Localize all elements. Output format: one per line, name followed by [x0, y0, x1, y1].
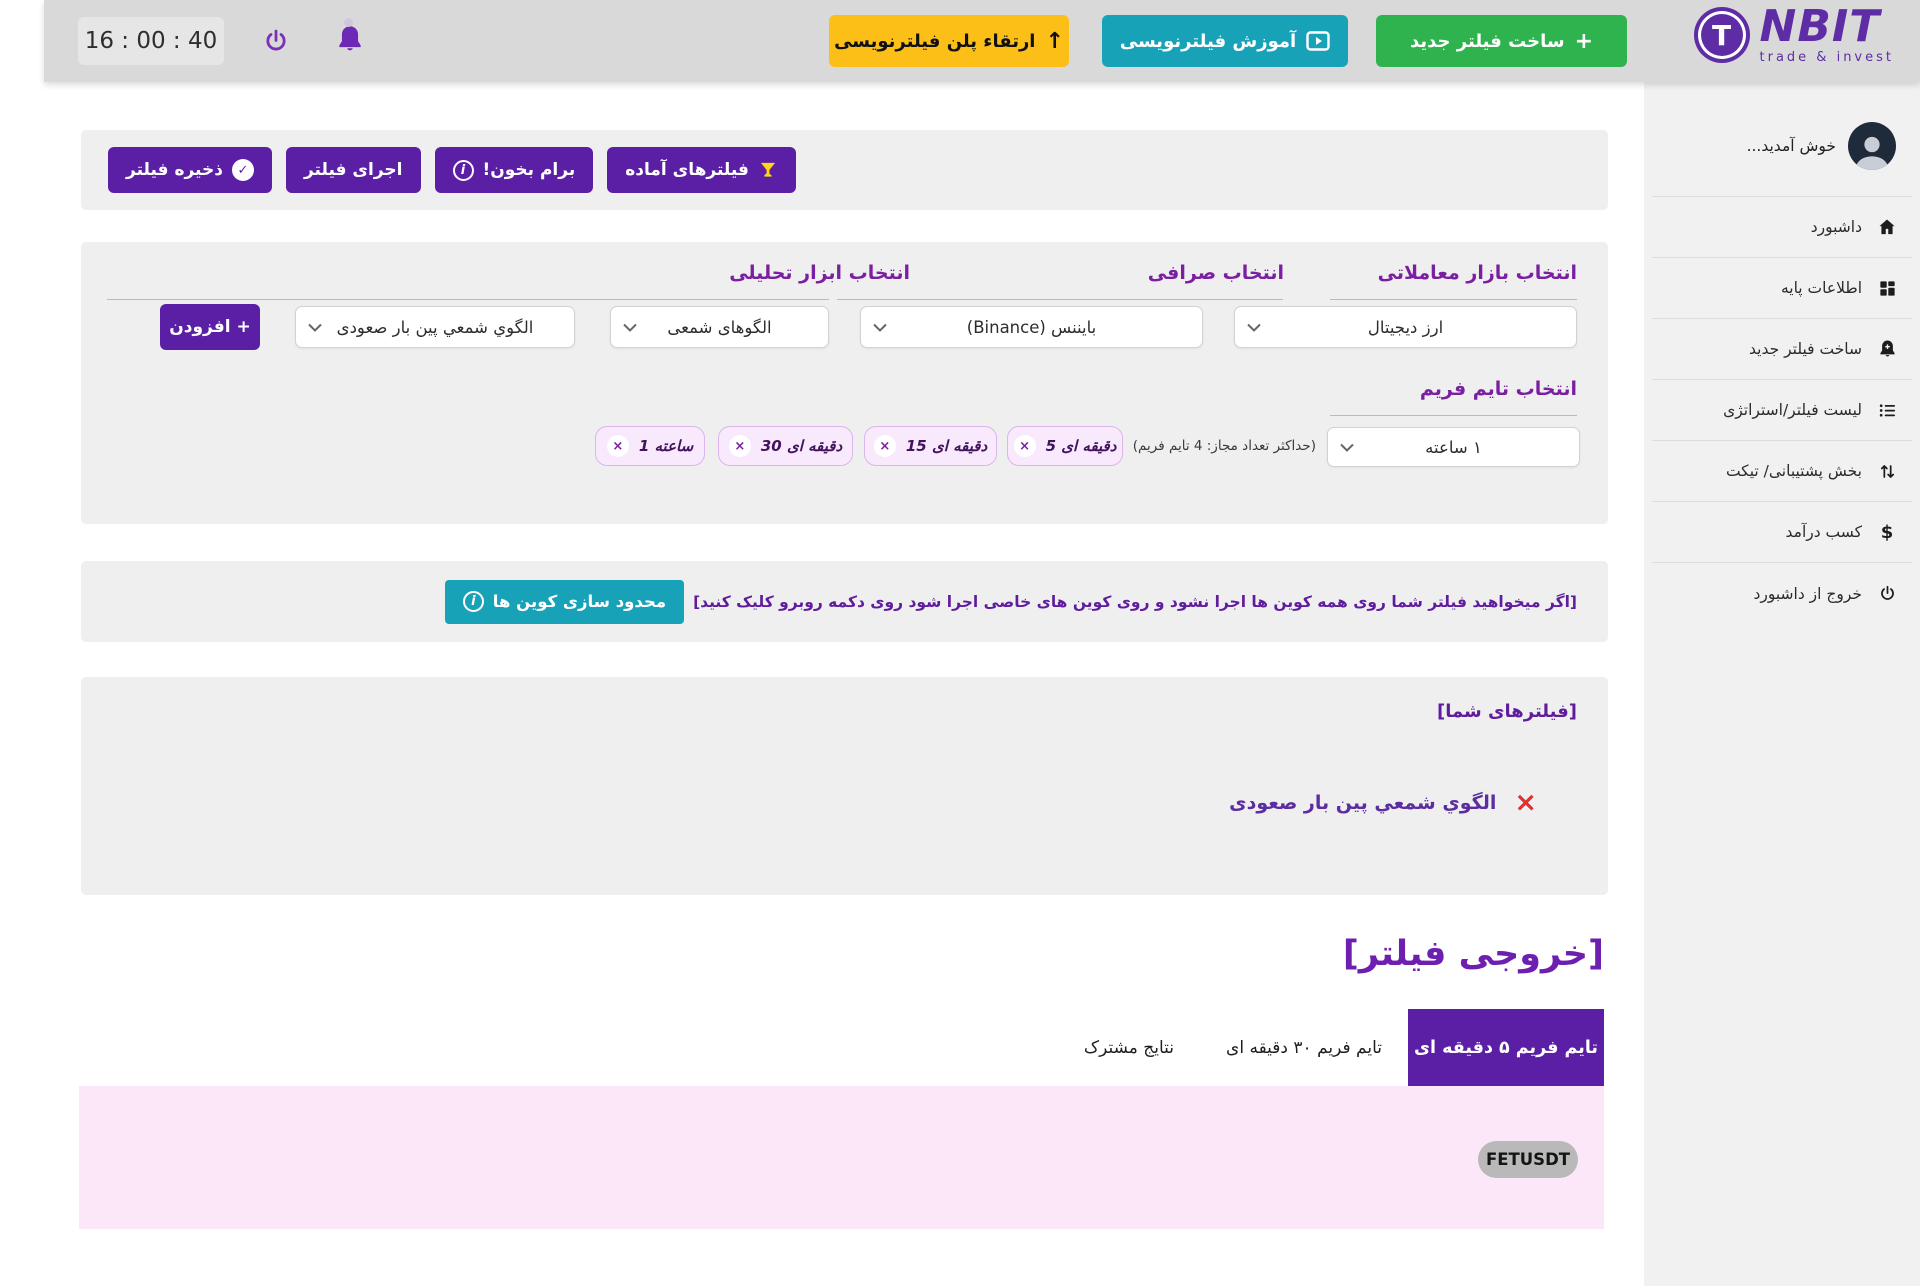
- dollar-icon: $: [1880, 521, 1894, 543]
- sidebar: خوش آمدید... داشبورد اطلاعات پایه ساخت ف…: [1644, 82, 1920, 1286]
- your-filters-header: [فیلترهای شما]: [1436, 701, 1577, 722]
- power-icon[interactable]: [262, 26, 290, 60]
- training-label: آموزش فیلترنویسی: [1119, 30, 1297, 52]
- main-content: فیلترهای آماده برام بخون! i اجرای فیلتر …: [0, 82, 1644, 1286]
- video-icon: [1306, 31, 1330, 51]
- timeframe-header: انتخاب تایم فریم: [1419, 378, 1577, 400]
- remove-filter-icon[interactable]: ×: [1514, 787, 1537, 818]
- chevron-down-icon: [1340, 443, 1354, 452]
- exchange-select[interactable]: بایننس (Binance): [860, 306, 1203, 348]
- result-symbol-badge[interactable]: FETUSDT: [1478, 1141, 1578, 1178]
- check-circle-icon: ✓: [231, 159, 254, 181]
- chevron-down-icon: [308, 323, 322, 332]
- logo-tagline: trade & invest: [1759, 49, 1894, 65]
- logo[interactable]: T NBIT trade & invest: [1693, 1, 1894, 65]
- training-button[interactable]: آموزش فیلترنویسی: [1102, 15, 1348, 67]
- new-filter-button[interactable]: + ساخت فیلتر جدید: [1376, 15, 1627, 67]
- tool-header: انتخاب ابزار تحلیلی: [729, 262, 910, 284]
- logo-name: NBIT: [1759, 1, 1881, 52]
- output-tabs: تایم فریم ۵ دقیقه ای تایم فریم ۳۰ دقیقه …: [1058, 1009, 1604, 1086]
- remove-chip-icon[interactable]: ×: [606, 435, 629, 457]
- your-filters-card: [فیلترهای شما] × الگوي شمعي پین بار صعود…: [81, 677, 1608, 895]
- new-filter-label: ساخت فیلتر جدید: [1410, 30, 1565, 52]
- timeframe-chip: × 30 دقیقه ای: [718, 426, 853, 466]
- list-icon: [1876, 401, 1898, 420]
- timeframe-select[interactable]: ۱ ساعته: [1327, 427, 1580, 467]
- tool-underline: [107, 299, 829, 300]
- remove-chip-icon[interactable]: ×: [873, 435, 896, 457]
- sidebar-item-earn[interactable]: $ کسب درآمد: [1652, 502, 1912, 563]
- chevron-down-icon: [623, 323, 637, 332]
- upgrade-label: ارتقاء پلن فیلترنویسی: [834, 30, 1036, 52]
- timeframe-chip: × 1 ساعته: [595, 426, 705, 466]
- arrow-up-icon: ↑: [1045, 28, 1064, 54]
- avatar: [1848, 122, 1896, 170]
- timeframe-note: (حداکثر تعداد مجاز: 4 تایم فریم): [1132, 438, 1316, 454]
- output-title: [خروجی فیلتر]: [1342, 934, 1604, 974]
- exchange-header: انتخاب صرافی: [1147, 262, 1284, 284]
- filter-builder-card: انتخاب بازار معاملاتی انتخاب صرافی انتخا…: [81, 242, 1608, 524]
- bell-plus-icon: [1876, 339, 1898, 359]
- remove-chip-icon[interactable]: ×: [728, 435, 751, 457]
- run-filter-button[interactable]: اجرای فیلتر: [285, 147, 421, 193]
- tab-30min[interactable]: تایم فریم ۳۰ دقیقه ای: [1226, 1037, 1382, 1058]
- timeframe-chip: × 15 دقیقه ای: [864, 426, 997, 466]
- clock: 16 : 00 : 40: [78, 17, 224, 65]
- upgrade-plan-button[interactable]: ↑ ارتقاء پلن فیلترنویسی: [829, 15, 1069, 67]
- sidebar-item-dashboard[interactable]: داشبورد: [1652, 197, 1912, 258]
- timeframe-chip: × 5 دقیقه ای: [1007, 426, 1123, 466]
- ready-filters-button[interactable]: فیلترهای آماده: [607, 147, 796, 193]
- welcome-text: خوش آمدید...: [1746, 137, 1836, 155]
- chevron-down-icon: [873, 323, 887, 332]
- tab-mutual-results[interactable]: نتایج مشترک: [1083, 1037, 1175, 1058]
- info-icon: i: [452, 159, 474, 181]
- logo-t-icon: T: [1693, 7, 1750, 64]
- power-icon: [1876, 584, 1898, 603]
- timeframe-underline: [1330, 415, 1577, 416]
- sidebar-item-support[interactable]: بخش پشتیبانی/ تیکت: [1652, 441, 1912, 502]
- action-buttons-card: فیلترهای آماده برام بخون! i اجرای فیلتر …: [81, 130, 1608, 210]
- tab-5min[interactable]: تایم فریم ۵ دقیقه ای: [1408, 1009, 1604, 1086]
- save-filter-button[interactable]: ✓ ذخیره فیلتر: [108, 147, 272, 193]
- market-select[interactable]: ارز دیجیتال: [1234, 306, 1577, 348]
- coin-limit-card: [اگر میخواهید فیلتر شما روی همه کوین ها …: [81, 561, 1608, 642]
- filter-item: × الگوي شمعي پین بار صعودی: [1229, 789, 1537, 816]
- sidebar-menu: داشبورد اطلاعات پایه ساخت فیلتر جدید لیس…: [1644, 197, 1920, 624]
- grid-icon: [1876, 279, 1898, 298]
- info-icon: i: [462, 591, 484, 612]
- remove-chip-icon[interactable]: ×: [1013, 435, 1036, 457]
- limit-coins-button[interactable]: محدود سازی کوین ها i: [444, 579, 685, 624]
- read-for-me-button[interactable]: برام بخون! i: [434, 147, 594, 193]
- pattern-select[interactable]: الگوي شمعي پین بار صعودی: [295, 306, 575, 348]
- chevron-down-icon: [1247, 323, 1261, 332]
- notification-dot: [344, 18, 353, 27]
- topbar: T NBIT trade & invest + ساخت فیلتر جدید …: [44, 0, 1920, 82]
- exchange-underline: [837, 299, 1283, 300]
- user-row[interactable]: خوش آمدید...: [1652, 82, 1912, 197]
- sidebar-item-filter-list[interactable]: لیست فیلتر/استراتژی: [1652, 380, 1912, 441]
- swap-arrows-icon: [1876, 462, 1898, 481]
- market-header: انتخاب بازار معاملاتی: [1377, 262, 1577, 284]
- add-filter-button[interactable]: + افزودن: [160, 304, 260, 350]
- sidebar-item-new-filter[interactable]: ساخت فیلتر جدید: [1652, 319, 1912, 380]
- market-underline: [1330, 299, 1577, 300]
- tool-select[interactable]: الگوهای شمعی: [610, 306, 829, 348]
- plus-icon: +: [1574, 28, 1594, 54]
- coin-limit-note: [اگر میخواهید فیلتر شما روی همه کوین ها …: [693, 592, 1577, 611]
- sidebar-item-basic-info[interactable]: اطلاعات پایه: [1652, 258, 1912, 319]
- results-panel: FETUSDT: [79, 1086, 1604, 1229]
- sidebar-item-logout[interactable]: خروج از داشبورد: [1652, 563, 1912, 624]
- home-icon: [1876, 217, 1898, 237]
- filter-item-label: الگوي شمعي پین بار صعودی: [1229, 791, 1497, 814]
- trophy-icon: [758, 160, 778, 180]
- notifications-bell-icon[interactable]: [334, 18, 364, 62]
